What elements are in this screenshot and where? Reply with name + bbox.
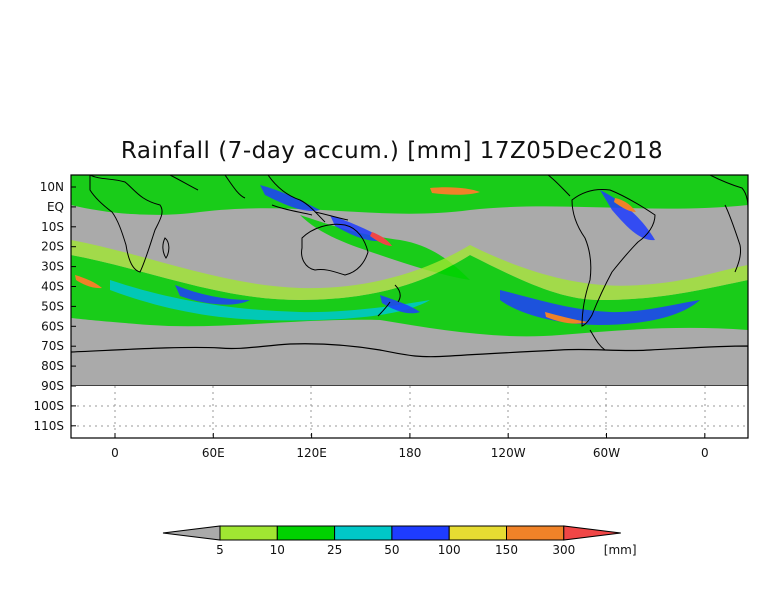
central-america-coastline bbox=[547, 175, 571, 197]
australia-coastline bbox=[301, 223, 369, 276]
colorbar-swatch bbox=[448, 525, 508, 541]
rainfall-field bbox=[71, 175, 748, 386]
colorbar-low-arrow bbox=[162, 525, 221, 541]
heavy-rain-core bbox=[260, 185, 320, 211]
map-title: Rainfall (7-day accum.) [mm] 17Z05Dec201… bbox=[120, 138, 664, 164]
dry-area bbox=[71, 205, 160, 240]
lat-tick-label: 10S bbox=[41, 220, 64, 234]
intense-rain-cell bbox=[430, 187, 480, 195]
lat-tick-label: 20S bbox=[41, 240, 64, 254]
indonesia-coastline bbox=[271, 204, 349, 221]
colorbar: 5 10 25 50 100 150 300 [mm] bbox=[162, 525, 637, 557]
lat-tick-label: 70S bbox=[41, 339, 64, 353]
colorbar-label: 25 bbox=[327, 543, 342, 557]
madagascar-coastline bbox=[162, 237, 170, 259]
intense-rain-cell bbox=[75, 275, 102, 289]
colorbar-label: 10 bbox=[270, 543, 285, 557]
lat-tick-label: 40S bbox=[41, 280, 64, 294]
intense-rain-cell bbox=[545, 312, 588, 324]
coastlines bbox=[89, 175, 748, 351]
lon-tick-label: 0 bbox=[111, 446, 119, 460]
lat-tick-label: EQ bbox=[47, 200, 64, 214]
antarctic-peninsula bbox=[589, 329, 606, 351]
moderate-rain-core bbox=[110, 280, 430, 321]
south-america-coastline bbox=[571, 189, 656, 327]
intense-rain-cell bbox=[370, 232, 392, 246]
antarctica bbox=[71, 343, 748, 386]
heavy-rain-core bbox=[600, 190, 655, 241]
lat-tick-label: 100S bbox=[33, 399, 64, 413]
longitude-axis: 0 60E 120E 180 120W 60W 0 bbox=[111, 433, 709, 460]
lon-tick-label: 60E bbox=[202, 446, 225, 460]
colorbar-swatch bbox=[391, 525, 450, 541]
lon-tick-label: 60W bbox=[593, 446, 620, 460]
lat-tick-label: 30S bbox=[41, 260, 64, 274]
lat-tick-label: 80S bbox=[41, 359, 64, 373]
asia-coastline bbox=[169, 175, 326, 223]
colorbar-unit: [mm] bbox=[604, 543, 637, 557]
latitude-axis: 10N EQ 10S 20S 30S 40S 50S 60S 70S 80S 90S 100S 110S bbox=[33, 180, 76, 433]
lon-tick-label: 120E bbox=[296, 446, 327, 460]
heavy-rain-core bbox=[380, 295, 420, 314]
colorbar-label: 50 bbox=[384, 543, 399, 557]
colorbar-high-arrow bbox=[563, 525, 621, 541]
lat-tick-label: 110S bbox=[33, 419, 64, 433]
colorbar-label: 150 bbox=[495, 543, 518, 557]
colorbar-label: 300 bbox=[552, 543, 575, 557]
lat-tick-label: 50S bbox=[41, 299, 64, 313]
spcz-band bbox=[300, 215, 470, 280]
colorbar-swatch bbox=[506, 525, 565, 541]
lat-tick-label: 90S bbox=[41, 379, 64, 393]
colorbar-swatch bbox=[219, 525, 278, 541]
dry-area bbox=[480, 212, 590, 250]
new-zealand-coastline bbox=[377, 284, 401, 317]
colorbar-label: 5 bbox=[216, 543, 224, 557]
colorbar-swatch bbox=[334, 525, 393, 541]
lat-tick-label: 60S bbox=[41, 319, 64, 333]
tropical-rain-band bbox=[71, 175, 748, 215]
light-rain-margin bbox=[71, 240, 748, 300]
graticule bbox=[71, 386, 748, 438]
lon-tick-label: 180 bbox=[398, 446, 421, 460]
lon-tick-label: 0 bbox=[701, 446, 709, 460]
intense-rain-cell bbox=[614, 198, 636, 212]
lat-tick-label: 10N bbox=[40, 180, 64, 194]
lon-tick-label: 120W bbox=[491, 446, 526, 460]
colorbar-label: 100 bbox=[438, 543, 461, 557]
colorbar-swatch bbox=[276, 525, 336, 541]
heavy-rain-core bbox=[175, 285, 250, 305]
africa-coastline bbox=[89, 175, 163, 273]
